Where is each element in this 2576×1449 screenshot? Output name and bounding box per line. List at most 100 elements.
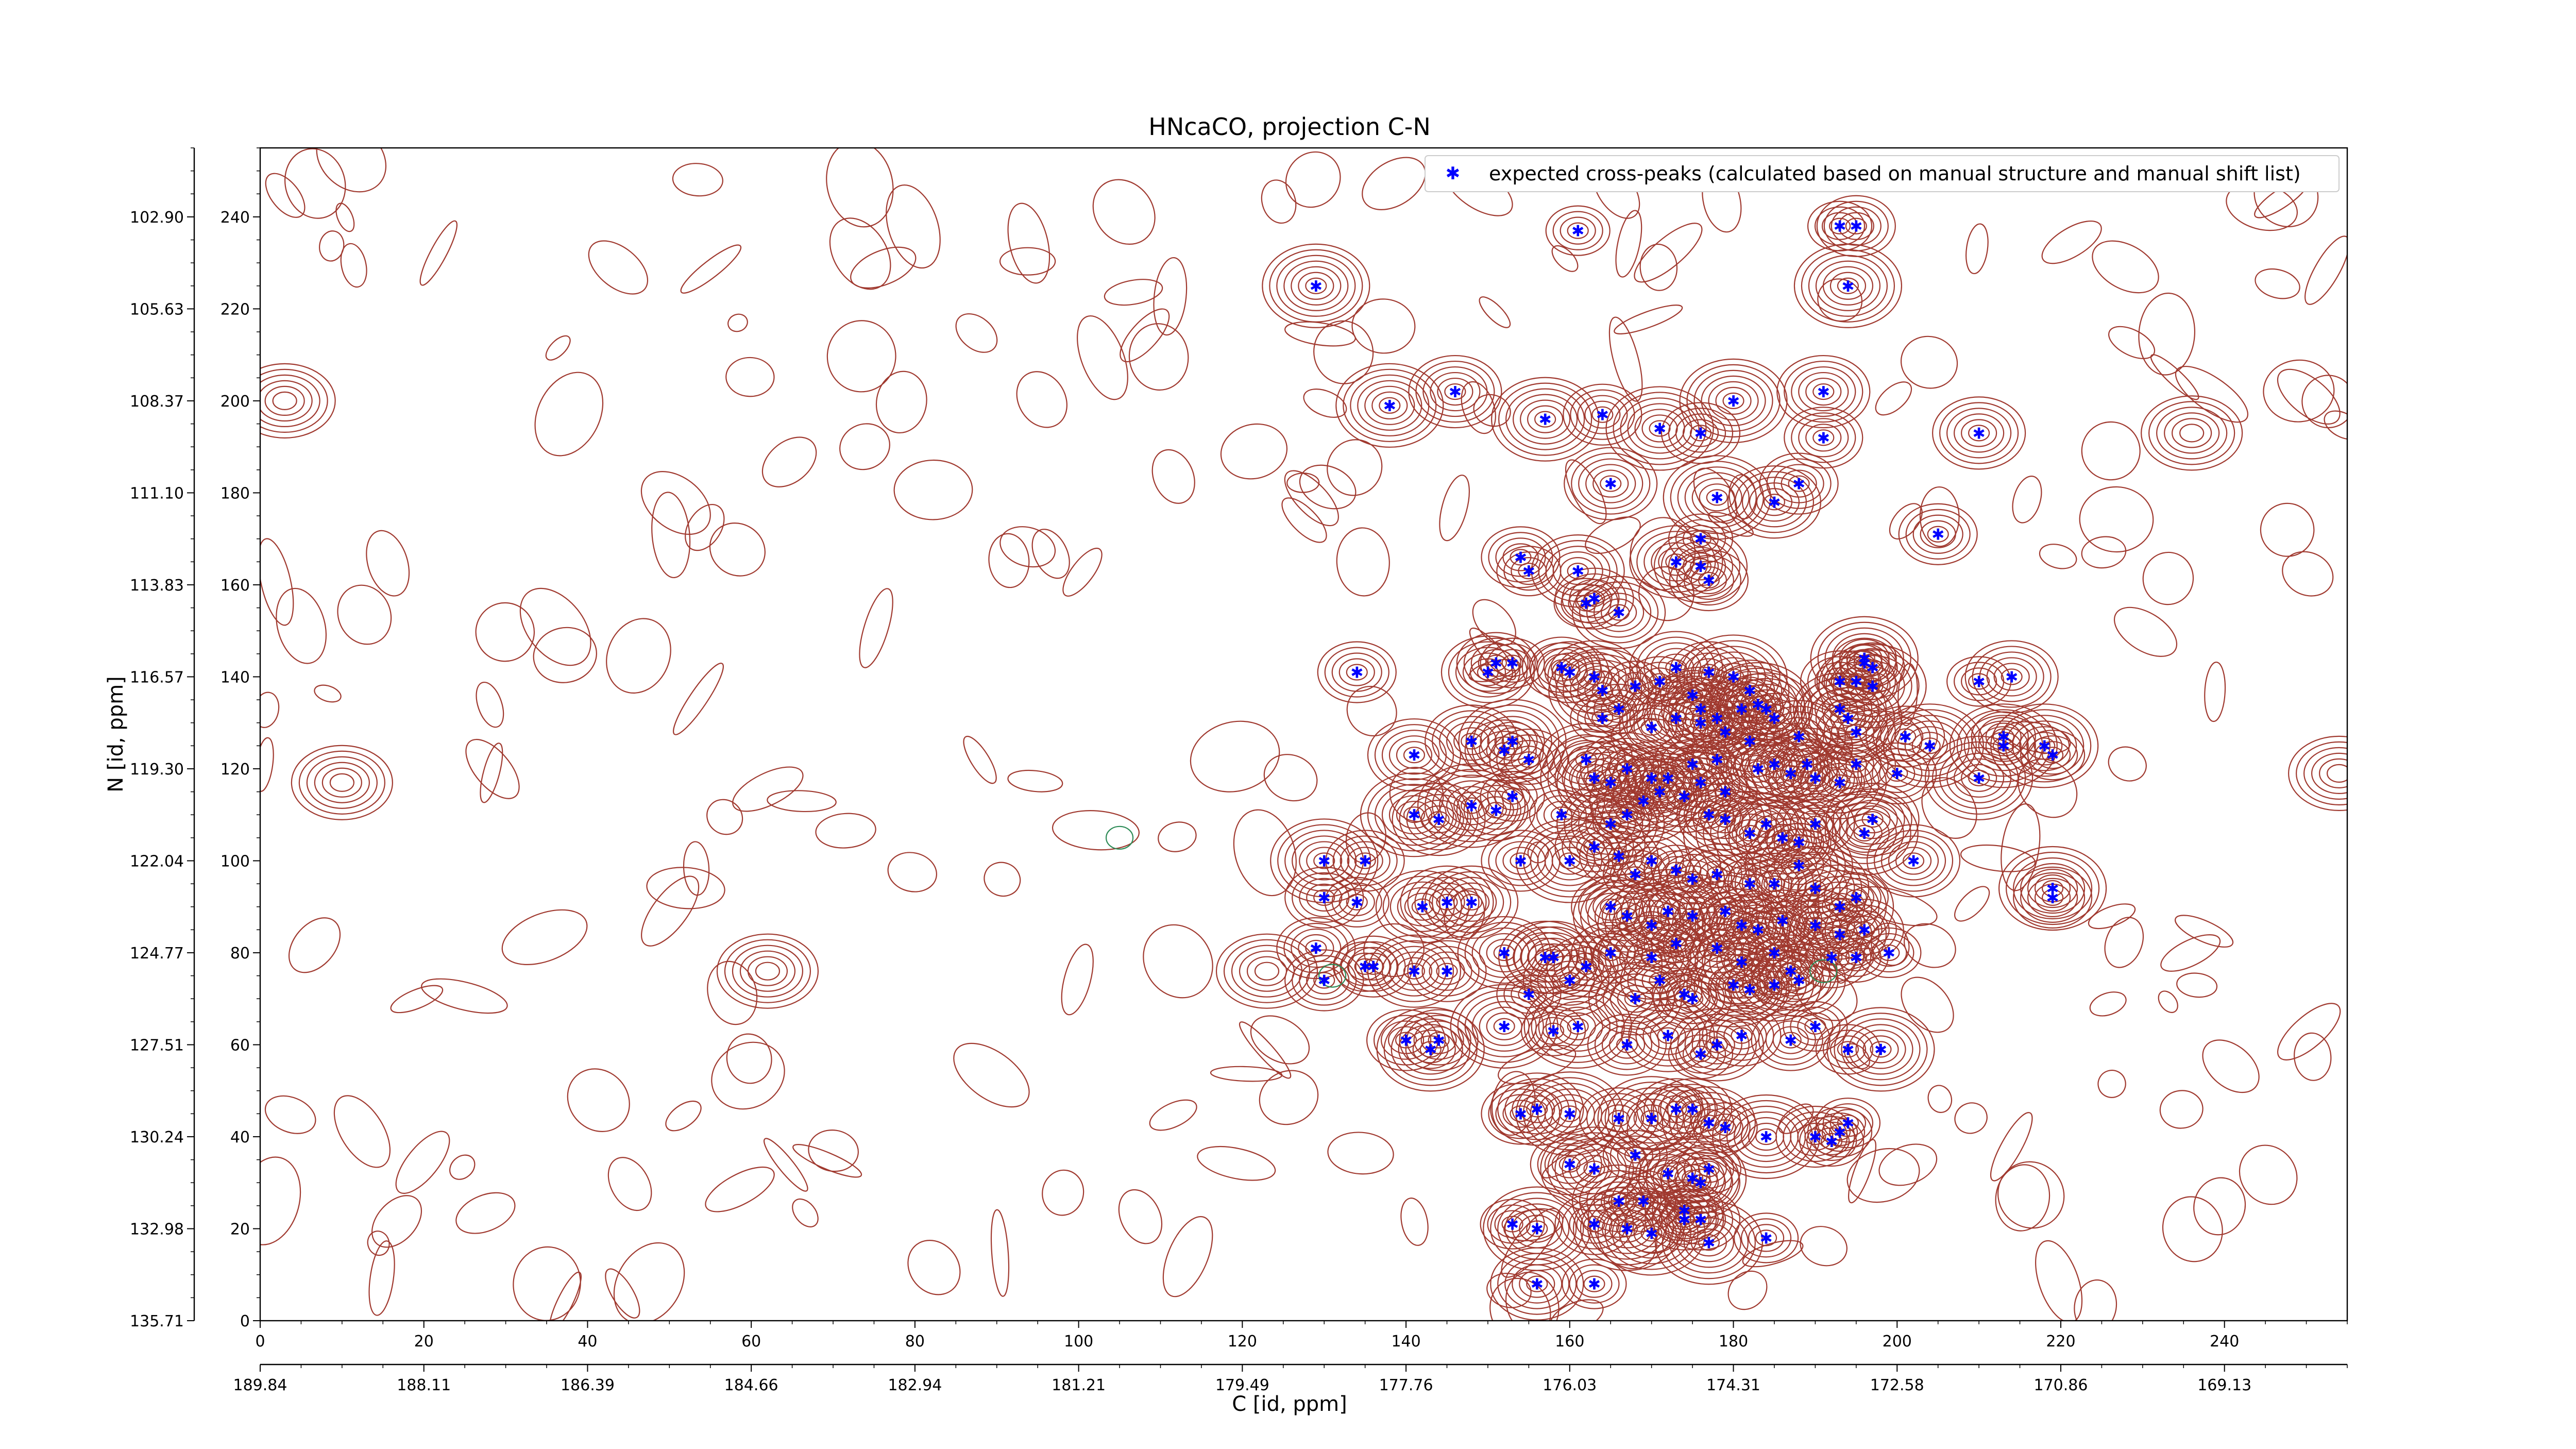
cross-peak-marker: ✱ [1531, 1101, 1544, 1119]
peak-contour [1572, 576, 1666, 649]
noise-contour [2160, 934, 2221, 972]
peak-contour [1346, 894, 1368, 911]
cross-peak-marker: ✱ [1539, 949, 1552, 967]
noise-contour [2176, 972, 2218, 998]
peak-contour [1689, 1211, 1712, 1228]
peak-contour [1797, 1012, 1834, 1040]
peak-contour [1621, 999, 1715, 1072]
cross-peak-marker: ✱ [1752, 921, 1765, 939]
cross-peak-markers: ✱✱✱✱✱✱✱✱✱✱✱✱✱✱✱✱✱✱✱ ✱✱✱✱✱✱✱✱✱✱✱✱ ✱✱ ✱ ✱✱ ✱✱ ✱ ✱… [1310, 218, 2059, 1294]
peak-contour [1676, 1143, 1741, 1194]
peak-contour [1641, 778, 1678, 806]
peak-contour [1625, 1187, 1662, 1216]
cross-peak-marker: ✱ [1833, 774, 1846, 793]
peak-contour [1797, 1122, 1834, 1151]
cross-peak-marker: ✱ [1580, 595, 1592, 613]
peak-contour [1515, 818, 1624, 903]
x-tick-label: 220 [2046, 1333, 2075, 1351]
cross-peak-marker: ✱ [1547, 949, 1560, 967]
peak-contour [1515, 1071, 1624, 1156]
peak-contour [1651, 1089, 1702, 1129]
peak-contour [1305, 277, 1327, 294]
cross-peak-marker: ✱ [1874, 1041, 1887, 1059]
cross-peak-marker: ✱ [1465, 894, 1478, 912]
strong-contour [2172, 418, 2212, 448]
peak-contour [1562, 651, 1627, 702]
x-tick-label: 200 [1883, 1333, 1912, 1351]
noise-contour [335, 203, 355, 232]
peak-contour [1432, 710, 1512, 772]
cross-peak-marker: ✱ [1514, 852, 1527, 870]
peak-contour [1954, 413, 2005, 453]
noise-contour [2193, 1177, 2246, 1236]
peak-contour [1701, 375, 1766, 427]
peak-contour [1428, 1032, 1450, 1049]
cross-peak-marker: ✱ [1743, 875, 1756, 894]
peak-contour [1773, 961, 1824, 1000]
peak-contour [1823, 872, 1889, 923]
cross-peak-marker: ✱ [1563, 664, 1576, 682]
cross-peak-marker: ✱ [1817, 383, 1830, 401]
peak-contour [1518, 563, 1540, 580]
peak-contour [1437, 377, 1473, 406]
peak-contour [1699, 745, 1735, 774]
peak-contour [1374, 784, 1454, 846]
noise-contour [1120, 308, 1170, 363]
peak-contour [1594, 789, 1660, 840]
peak-contour [1658, 1095, 1694, 1123]
peak-contour [1701, 959, 1766, 1010]
peak-contour [1446, 882, 1497, 922]
noise-contour [1197, 1146, 1276, 1181]
noise-contour [607, 1157, 652, 1211]
peak-contour [1317, 641, 1397, 703]
peak-contour [1519, 1215, 1555, 1243]
peak-contour [1799, 932, 1865, 983]
peak-contour [1567, 222, 1589, 239]
peak-contour [1845, 755, 1867, 773]
peak-contour [1847, 648, 1898, 687]
noise-contour [534, 372, 604, 457]
cross-peak-marker: ✱ [1489, 802, 1502, 820]
peak-contour [1825, 783, 1920, 856]
noise-contour [764, 1138, 808, 1192]
cross-peak-marker: ✱ [1702, 1160, 1715, 1178]
cross-peak-marker: ✱ [1531, 1220, 1544, 1238]
peak-contour [1741, 959, 1807, 1010]
peak-contour [1491, 377, 1600, 462]
cross-peak-marker: ✱ [1850, 889, 1862, 907]
strong-contour [2296, 741, 2347, 805]
peak-contour [1563, 383, 1642, 446]
peak-contour [2027, 878, 2078, 917]
cross-peak-marker: ✱ [1752, 761, 1765, 779]
noise-contour [999, 526, 1056, 568]
noise-contour [2304, 235, 2347, 305]
peak-contour [1494, 782, 1531, 811]
peak-contour [1551, 1150, 1588, 1178]
plot-frame [259, 147, 2348, 1322]
peak-contour [1620, 397, 1700, 460]
peak-contour [1708, 381, 1759, 421]
strong-contour [264, 385, 305, 416]
peak-contour [1815, 260, 1881, 311]
peak-contour [1617, 1141, 1653, 1169]
peak-contour [1284, 866, 1364, 929]
cross-peak-marker: ✱ [1833, 218, 1846, 236]
noise-contour [1995, 1164, 2050, 1232]
peak-contour [1592, 469, 1629, 498]
strong-contour [329, 773, 354, 792]
cross-peak-marker: ✱ [1719, 1119, 1732, 1137]
peak-contour [1537, 647, 1602, 698]
peak-contour [1340, 841, 1391, 881]
x-axis: 0 20 40 60 80 100 120 140 160 180 200 220 240 [255, 1321, 2348, 1351]
peak-contour [1530, 1133, 1609, 1195]
peak-contour [1629, 631, 1723, 704]
strong-contour [716, 933, 819, 1009]
peak-contour [1513, 926, 1594, 988]
peak-contour [1586, 1093, 1652, 1144]
peak-contour [1608, 1110, 1630, 1127]
noise-contour [707, 961, 758, 1025]
noise-contour [1927, 1085, 1953, 1113]
noise-contour [1846, 1148, 1920, 1203]
peak-contour [1430, 372, 1481, 412]
peak-contour [1946, 752, 2012, 803]
